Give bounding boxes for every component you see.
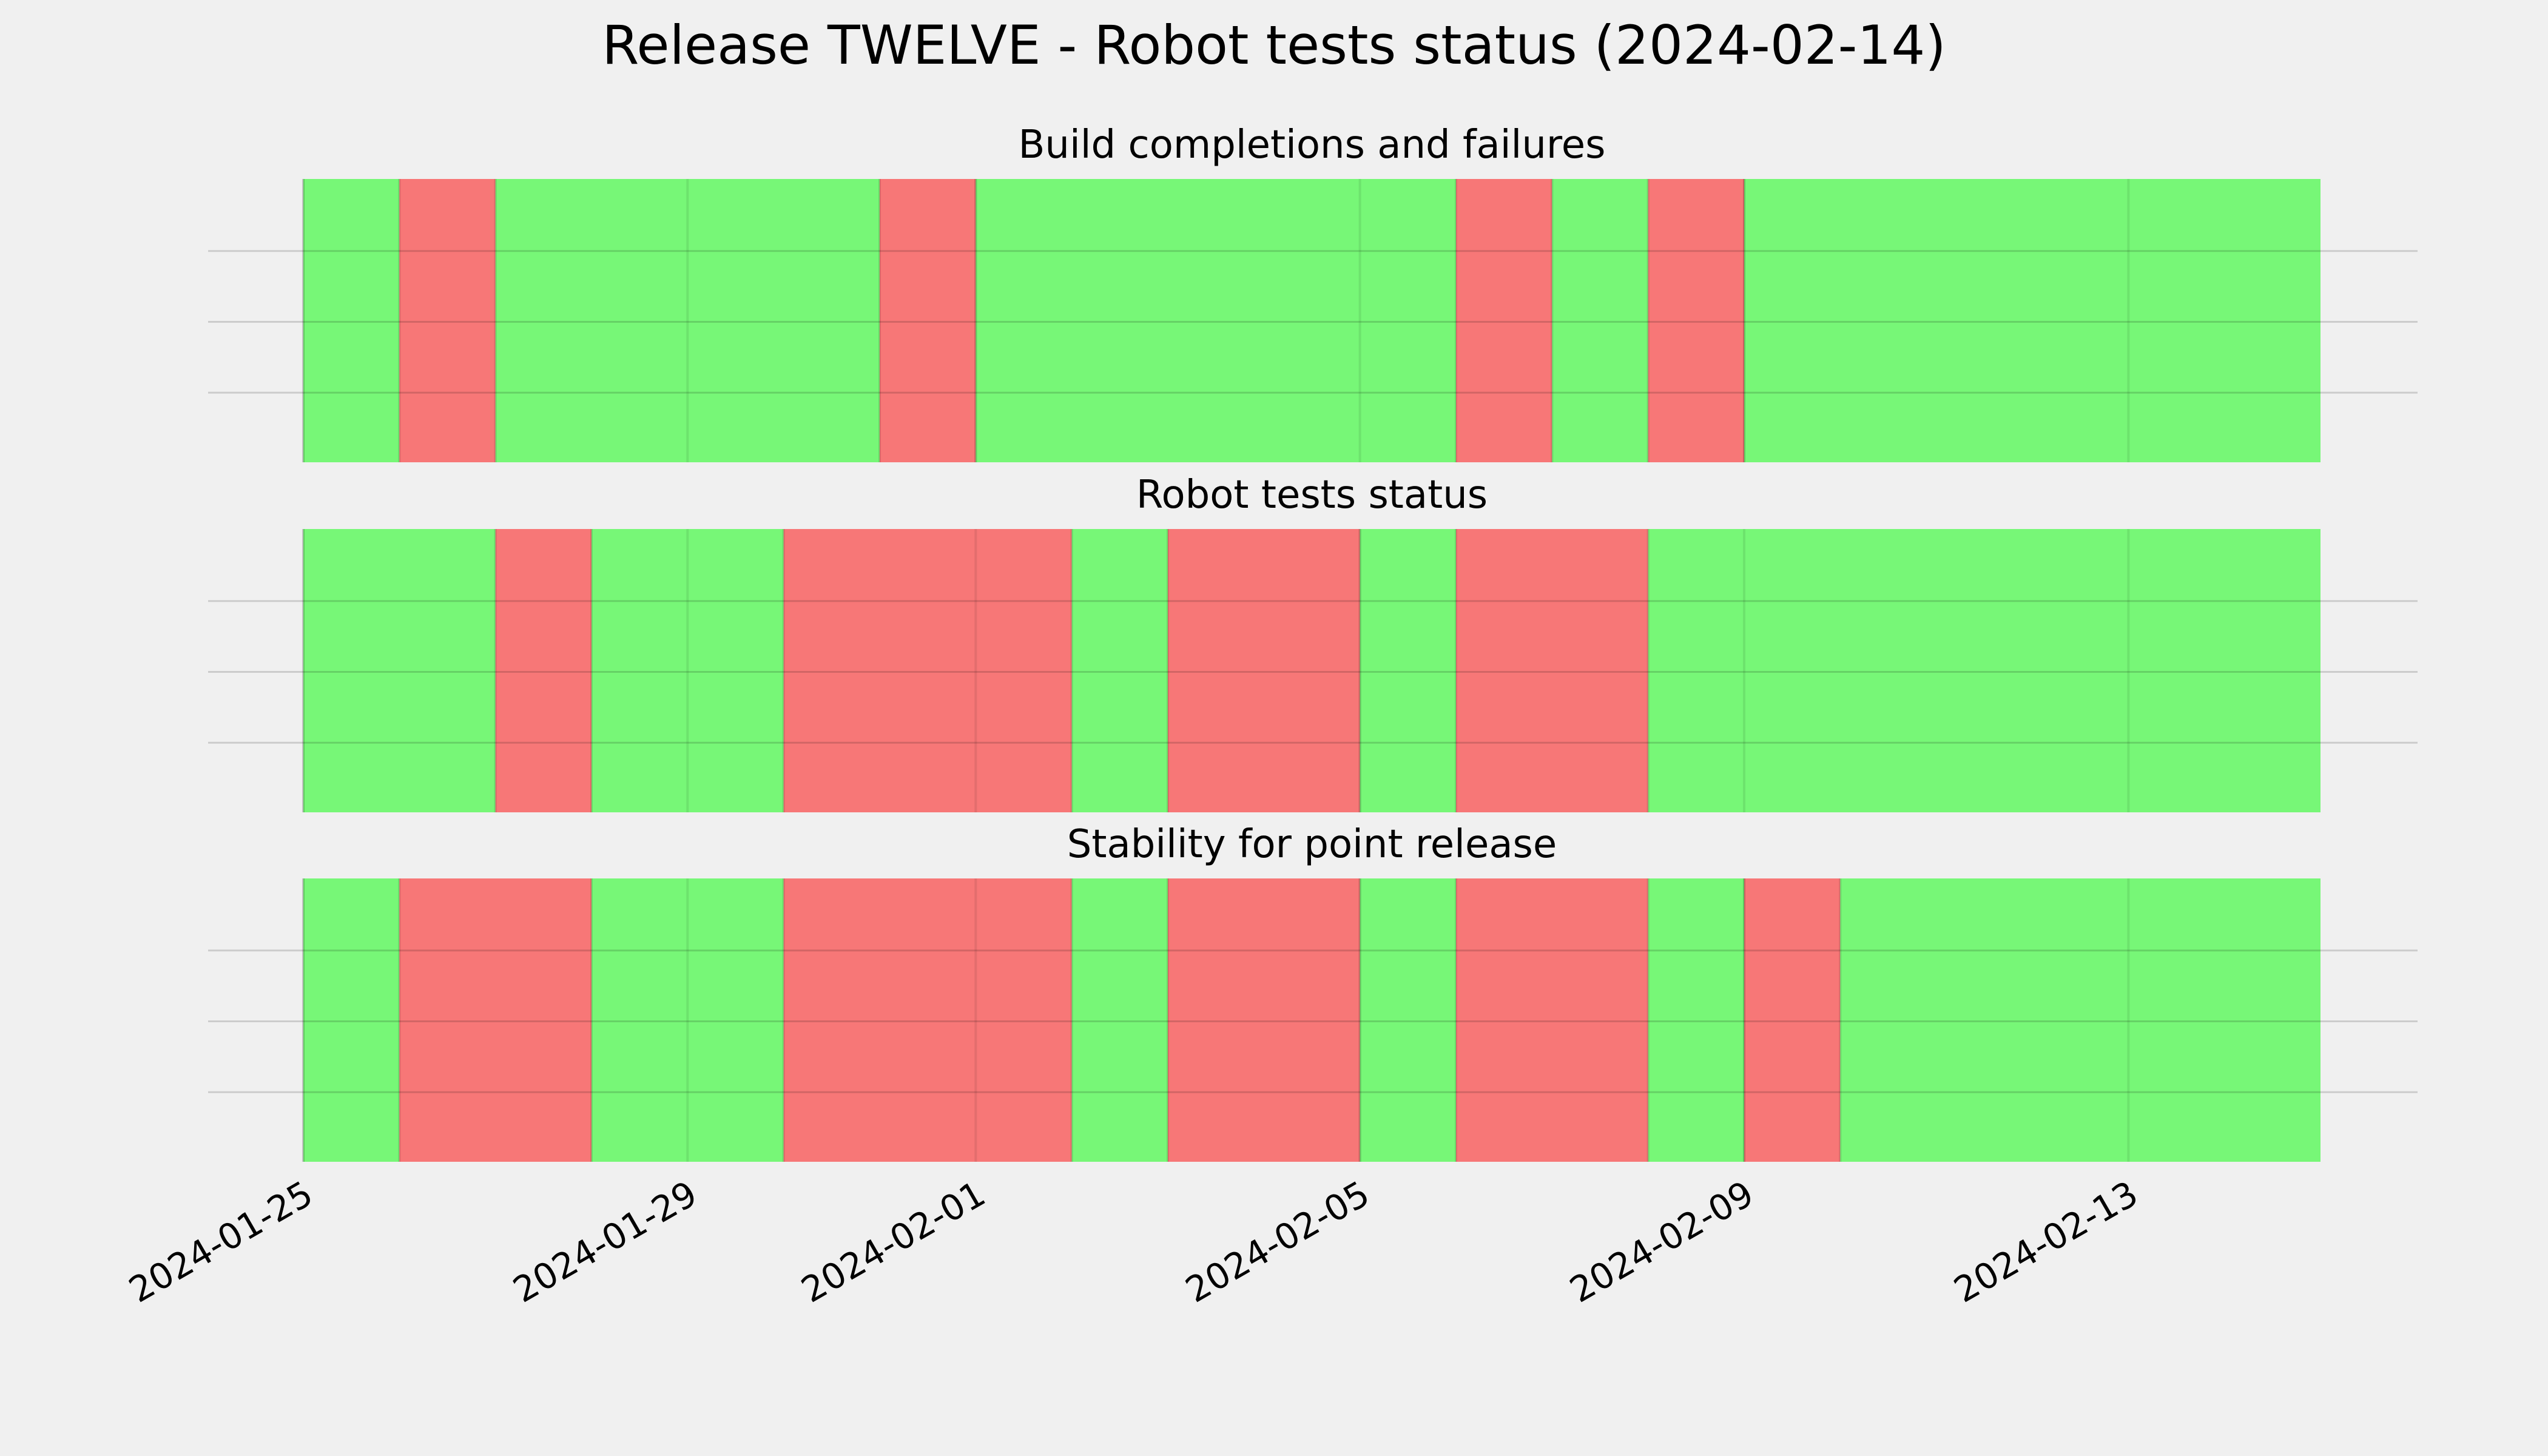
status-segment-pass: [592, 878, 784, 1162]
panel: Stability for point release: [208, 822, 2418, 1162]
status-segment-fail: [1456, 878, 1648, 1162]
status-segment-pass: [592, 529, 784, 812]
status-segment-pass: [1552, 179, 1648, 462]
chart-title: Release TWELVE - Robot tests status (202…: [602, 14, 1946, 76]
status-segment-pass: [1648, 529, 2320, 812]
status-segment-pass: [303, 529, 496, 812]
panel-title: Robot tests status: [1136, 473, 1488, 517]
status-segment-fail: [783, 878, 1072, 1162]
panels: Build completions and failures Robot test…: [208, 123, 2418, 1162]
status-segment-fail: [1456, 529, 1648, 812]
status-segment-fail: [1744, 878, 1841, 1162]
status-segment-pass: [1071, 529, 1168, 812]
panel: Robot tests status: [208, 473, 2418, 812]
status-segment-fail: [1168, 529, 1360, 812]
panel-title: Build completions and failures: [1019, 123, 1606, 167]
status-segment-fail: [880, 179, 976, 462]
status-segment-fail: [783, 529, 1072, 812]
status-segment-pass: [495, 179, 880, 462]
status-segment-pass: [1744, 179, 2320, 462]
status-segment-pass: [1840, 878, 2320, 1162]
status-segment-fail: [1648, 179, 1744, 462]
status-segment-pass: [976, 179, 1456, 462]
status-segment-fail: [495, 529, 592, 812]
status-segment-pass: [1071, 878, 1168, 1162]
status-segment-pass: [1360, 529, 1456, 812]
status-segment-pass: [1648, 878, 1744, 1162]
status-segment-pass: [303, 179, 400, 462]
status-segment-fail: [399, 179, 496, 462]
panel-title: Stability for point release: [1067, 822, 1557, 867]
status-segment-fail: [1456, 179, 1552, 462]
panel: Build completions and failures: [208, 123, 2418, 462]
status-segment-pass: [1360, 878, 1456, 1162]
status-segment-pass: [303, 878, 400, 1162]
status-segment-fail: [1168, 878, 1360, 1162]
status-segment-fail: [399, 878, 592, 1162]
